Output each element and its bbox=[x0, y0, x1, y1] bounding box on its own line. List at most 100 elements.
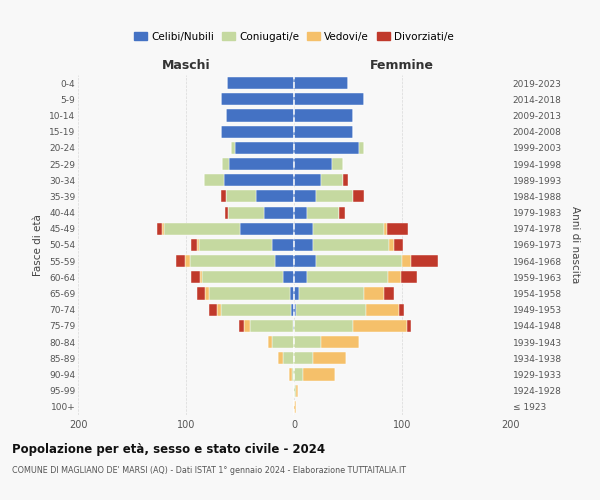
Bar bbox=[239, 320, 244, 332]
Bar bbox=[292, 368, 294, 380]
Bar bbox=[294, 239, 313, 251]
Bar bbox=[250, 320, 293, 332]
Legend: Celibi/Nubili, Coniugati/e, Vedovi/e, Divorziati/e: Celibi/Nubili, Coniugati/e, Vedovi/e, Di… bbox=[130, 28, 458, 46]
Bar bbox=[205, 174, 224, 186]
Bar bbox=[316, 255, 402, 268]
Bar bbox=[294, 320, 353, 332]
Bar bbox=[176, 255, 185, 268]
Bar bbox=[294, 401, 296, 413]
Bar bbox=[294, 255, 316, 268]
Bar bbox=[313, 352, 346, 364]
Bar bbox=[313, 239, 389, 251]
Bar bbox=[313, 222, 383, 235]
Bar bbox=[217, 304, 221, 316]
Bar bbox=[191, 272, 200, 283]
Bar bbox=[290, 288, 294, 300]
Bar bbox=[235, 142, 294, 154]
Bar bbox=[294, 174, 321, 186]
Bar bbox=[240, 222, 294, 235]
Bar bbox=[294, 272, 307, 283]
Bar bbox=[209, 288, 290, 300]
Bar bbox=[353, 320, 407, 332]
Bar bbox=[227, 77, 294, 89]
Bar bbox=[200, 272, 202, 283]
Bar bbox=[228, 206, 264, 218]
Bar bbox=[264, 206, 294, 218]
Bar bbox=[388, 272, 401, 283]
Bar bbox=[294, 352, 313, 364]
Bar bbox=[221, 158, 229, 170]
Y-axis label: Anni di nascita: Anni di nascita bbox=[571, 206, 580, 284]
Bar bbox=[294, 368, 302, 380]
Text: COMUNE DI MAGLIANO DE' MARSI (AQ) - Dati ISTAT 1° gennaio 2024 - Elaborazione TU: COMUNE DI MAGLIANO DE' MARSI (AQ) - Dati… bbox=[12, 466, 406, 475]
Bar bbox=[359, 142, 364, 154]
Bar bbox=[272, 239, 294, 251]
Bar bbox=[294, 77, 348, 89]
Bar bbox=[296, 304, 367, 316]
Bar bbox=[232, 142, 235, 154]
Bar bbox=[283, 272, 294, 283]
Bar bbox=[199, 239, 272, 251]
Bar bbox=[294, 126, 353, 138]
Bar bbox=[364, 288, 383, 300]
Bar bbox=[294, 288, 299, 300]
Bar bbox=[221, 190, 226, 202]
Bar bbox=[202, 272, 283, 283]
Y-axis label: Fasce di età: Fasce di età bbox=[34, 214, 43, 276]
Bar bbox=[294, 336, 321, 348]
Bar bbox=[302, 368, 335, 380]
Bar bbox=[205, 288, 209, 300]
Bar bbox=[340, 206, 345, 218]
Bar bbox=[294, 158, 332, 170]
Bar bbox=[316, 190, 353, 202]
Bar bbox=[291, 304, 294, 316]
Bar bbox=[332, 158, 343, 170]
Text: Maschi: Maschi bbox=[161, 59, 211, 72]
Bar bbox=[283, 352, 294, 364]
Bar bbox=[278, 352, 283, 364]
Bar bbox=[383, 288, 394, 300]
Bar bbox=[289, 368, 292, 380]
Text: Popolazione per età, sesso e stato civile - 2024: Popolazione per età, sesso e stato civil… bbox=[12, 442, 325, 456]
Bar bbox=[293, 320, 294, 332]
Bar bbox=[226, 190, 256, 202]
Bar bbox=[294, 190, 316, 202]
Bar bbox=[407, 320, 410, 332]
Bar bbox=[185, 255, 190, 268]
Bar bbox=[294, 142, 359, 154]
Bar bbox=[221, 304, 291, 316]
Bar bbox=[224, 174, 294, 186]
Bar bbox=[294, 93, 364, 106]
Bar bbox=[162, 222, 164, 235]
Bar bbox=[296, 384, 298, 397]
Bar bbox=[197, 239, 199, 251]
Bar bbox=[157, 222, 162, 235]
Bar bbox=[367, 304, 399, 316]
Bar bbox=[256, 190, 294, 202]
Bar bbox=[197, 288, 205, 300]
Bar bbox=[307, 206, 340, 218]
Bar bbox=[272, 336, 294, 348]
Bar bbox=[275, 255, 294, 268]
Bar bbox=[209, 304, 217, 316]
Bar bbox=[226, 110, 294, 122]
Bar bbox=[294, 304, 296, 316]
Bar bbox=[401, 272, 417, 283]
Bar bbox=[389, 239, 394, 251]
Bar bbox=[402, 255, 410, 268]
Bar bbox=[244, 320, 250, 332]
Bar bbox=[229, 158, 294, 170]
Bar bbox=[353, 190, 364, 202]
Bar bbox=[225, 206, 228, 218]
Bar bbox=[164, 222, 240, 235]
Bar bbox=[321, 336, 359, 348]
Bar bbox=[221, 126, 294, 138]
Text: Femmine: Femmine bbox=[370, 59, 434, 72]
Bar bbox=[343, 174, 348, 186]
Bar bbox=[268, 336, 272, 348]
Bar bbox=[321, 174, 343, 186]
Bar bbox=[394, 239, 403, 251]
Bar bbox=[294, 384, 296, 397]
Bar bbox=[410, 255, 437, 268]
Bar bbox=[294, 206, 307, 218]
